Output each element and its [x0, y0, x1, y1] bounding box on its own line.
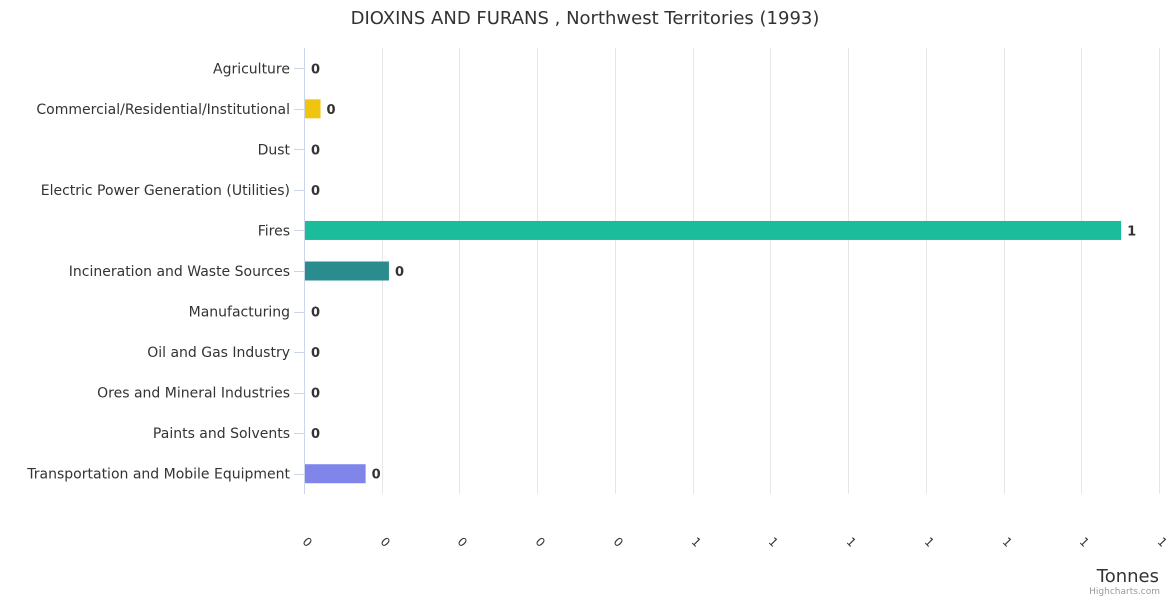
bar[interactable] [305, 464, 366, 484]
value-axis-title: Tonnes [1096, 566, 1159, 587]
credits-link[interactable]: Highcharts.com [1089, 587, 1160, 597]
data-label: 0 [311, 184, 320, 199]
category-label: Ores and Mineral Industries [97, 386, 290, 402]
bar[interactable] [305, 220, 1122, 240]
category-label: Commercial/Residential/Institutional [36, 102, 290, 118]
data-label: 0 [311, 427, 320, 442]
chart-title: DIOXINS AND FURANS , Northwest Territori… [351, 8, 820, 29]
data-label: 0 [311, 387, 320, 402]
category-label: Fires [258, 223, 290, 239]
category-label: Incineration and Waste Sources [69, 264, 290, 280]
category-label: Agriculture [213, 61, 290, 77]
category-label: Electric Power Generation (Utilities) [41, 183, 290, 199]
grid-lines [304, 48, 1160, 494]
data-label: 1 [1127, 224, 1136, 239]
category-label: Transportation and Mobile Equipment [26, 467, 290, 483]
category-label: Paints and Solvents [153, 426, 290, 442]
bars [305, 99, 1122, 484]
data-label: 0 [311, 62, 320, 77]
data-label: 0 [311, 346, 320, 361]
data-label: 0 [395, 265, 404, 280]
category-label: Oil and Gas Industry [147, 345, 290, 361]
category-label: Manufacturing [189, 305, 290, 321]
category-labels: Agriculture Commercial/Residential/Instit… [26, 61, 304, 483]
data-labels: 0 0 0 0 1 0 0 0 0 0 0 [311, 62, 1136, 482]
data-label: 0 [311, 143, 320, 158]
data-label: 0 [372, 468, 381, 483]
bar[interactable] [305, 99, 321, 119]
data-label: 0 [311, 306, 320, 321]
bar[interactable] [305, 261, 389, 281]
category-label: Dust [258, 142, 291, 158]
data-label: 0 [327, 103, 336, 118]
